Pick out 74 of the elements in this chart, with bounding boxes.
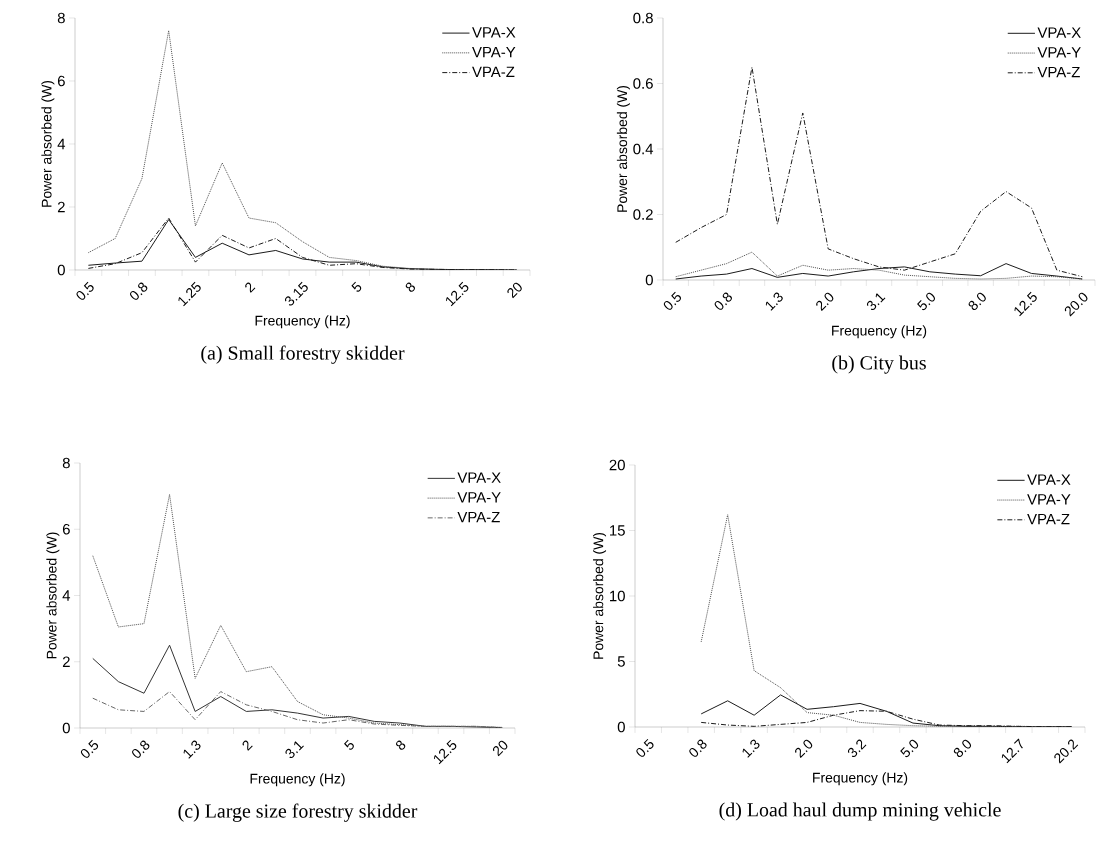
legend-label: VPA-Y: [1027, 494, 1071, 505]
y-tick-label: 0: [57, 264, 65, 276]
y-tick-label: 0.2: [633, 209, 653, 220]
x-tick-label: 0.5: [76, 281, 94, 300]
y-tick-label: 8: [57, 12, 65, 24]
x-tick-label: 8: [396, 740, 406, 750]
x-tick-label: 8.0: [953, 739, 972, 758]
x-tick-label: 8: [405, 282, 415, 292]
text: (a) Small forestry skidder: [201, 345, 405, 364]
x-tick-label: 0.5: [636, 738, 654, 757]
y-tick-label: 6: [62, 523, 70, 535]
x-axis-title: Frequency (Hz): [255, 315, 350, 329]
x-tick-label: 5.0: [900, 739, 919, 758]
x-tick-label: 2: [242, 740, 253, 751]
y-axis-title: Power absorbed (W): [593, 532, 607, 659]
x-tick-label: 5.0: [917, 292, 935, 311]
x-tick-label: 5: [344, 739, 354, 750]
line-series: [92, 644, 503, 728]
x-tick-label: 20: [507, 282, 522, 299]
x-tick-label: 1.3: [183, 740, 201, 759]
y-tick-label: 0.8: [633, 12, 653, 24]
y-axis-title: Power absorbed (W): [46, 532, 60, 659]
y-tick-label: 0: [645, 274, 653, 286]
y-tick-label: 6: [57, 75, 65, 87]
legend-label: VPA-Z: [1027, 513, 1070, 525]
x-tick-label: 0.8: [129, 282, 148, 300]
legend-label: VPA-X: [472, 27, 516, 38]
y-tick-label: 8: [62, 457, 70, 469]
x-tick-label: 2.0: [795, 739, 813, 759]
legend-label: VPA-Y: [472, 46, 516, 58]
y-tick-label: 0: [62, 722, 70, 734]
y-tick-label: 2: [57, 201, 65, 213]
x-tick-label: 8.0: [968, 292, 986, 311]
legend-label: VPA-Z: [472, 66, 515, 77]
legend-label: VPA-Z: [1037, 66, 1080, 78]
x-tick-label: 1.3: [742, 739, 760, 758]
x-tick-label: 2: [245, 282, 256, 293]
text: (b) City bus: [832, 355, 926, 374]
y-tick-label: 15: [610, 525, 625, 536]
text: (d) Load haul dump mining vehicle: [719, 802, 1001, 821]
x-tick-label: 0.8: [132, 740, 150, 758]
y-axis-title: Power absorbed (W): [616, 85, 630, 212]
line-series: [675, 251, 1083, 280]
legend-label: VPA-X: [1027, 474, 1071, 485]
x-tick-label: 0.8: [689, 739, 707, 757]
y-tick-label: 5: [617, 656, 625, 667]
y-tick-label: 0: [617, 721, 625, 733]
y-tick-label: 20: [609, 459, 625, 471]
x-tick-label: 3.2: [847, 739, 867, 758]
legend-label: VPA-Y: [457, 492, 501, 503]
x-tick-label: 5: [351, 281, 362, 292]
x-tick-label: 0.5: [80, 739, 99, 758]
legend-label: VPA-X: [1037, 27, 1081, 38]
x-tick-label: 0.8: [714, 292, 732, 310]
y-tick-label: 10: [610, 590, 625, 602]
legend-label: VPA-Z: [457, 511, 500, 523]
x-tick-label: 20: [492, 740, 508, 757]
y-tick-label: 4: [62, 590, 71, 601]
text: (c) Large size forestry skidder: [178, 803, 418, 822]
x-tick-label: 0.5: [663, 291, 682, 310]
x-tick-label: 3.1: [866, 293, 886, 311]
x-axis-title: Frequency (Hz): [813, 772, 908, 786]
y-tick-label: 0.6: [633, 78, 653, 89]
legend-label: VPA-Y: [1037, 47, 1081, 58]
x-tick-label: 2.0: [816, 292, 834, 312]
y-tick-label: 2: [62, 656, 70, 667]
x-tick-label: 3.1: [285, 741, 304, 759]
y-tick-label: 4: [57, 138, 66, 150]
y-axis-title: Power absorbed (W): [41, 80, 55, 207]
y-tick-label: 0.4: [633, 143, 654, 155]
x-tick-label: 1.3: [765, 292, 783, 311]
x-axis-title: Frequency (Hz): [250, 773, 345, 787]
x-axis-title: Frequency (Hz): [832, 325, 927, 339]
legend-label: VPA-X: [457, 472, 501, 483]
